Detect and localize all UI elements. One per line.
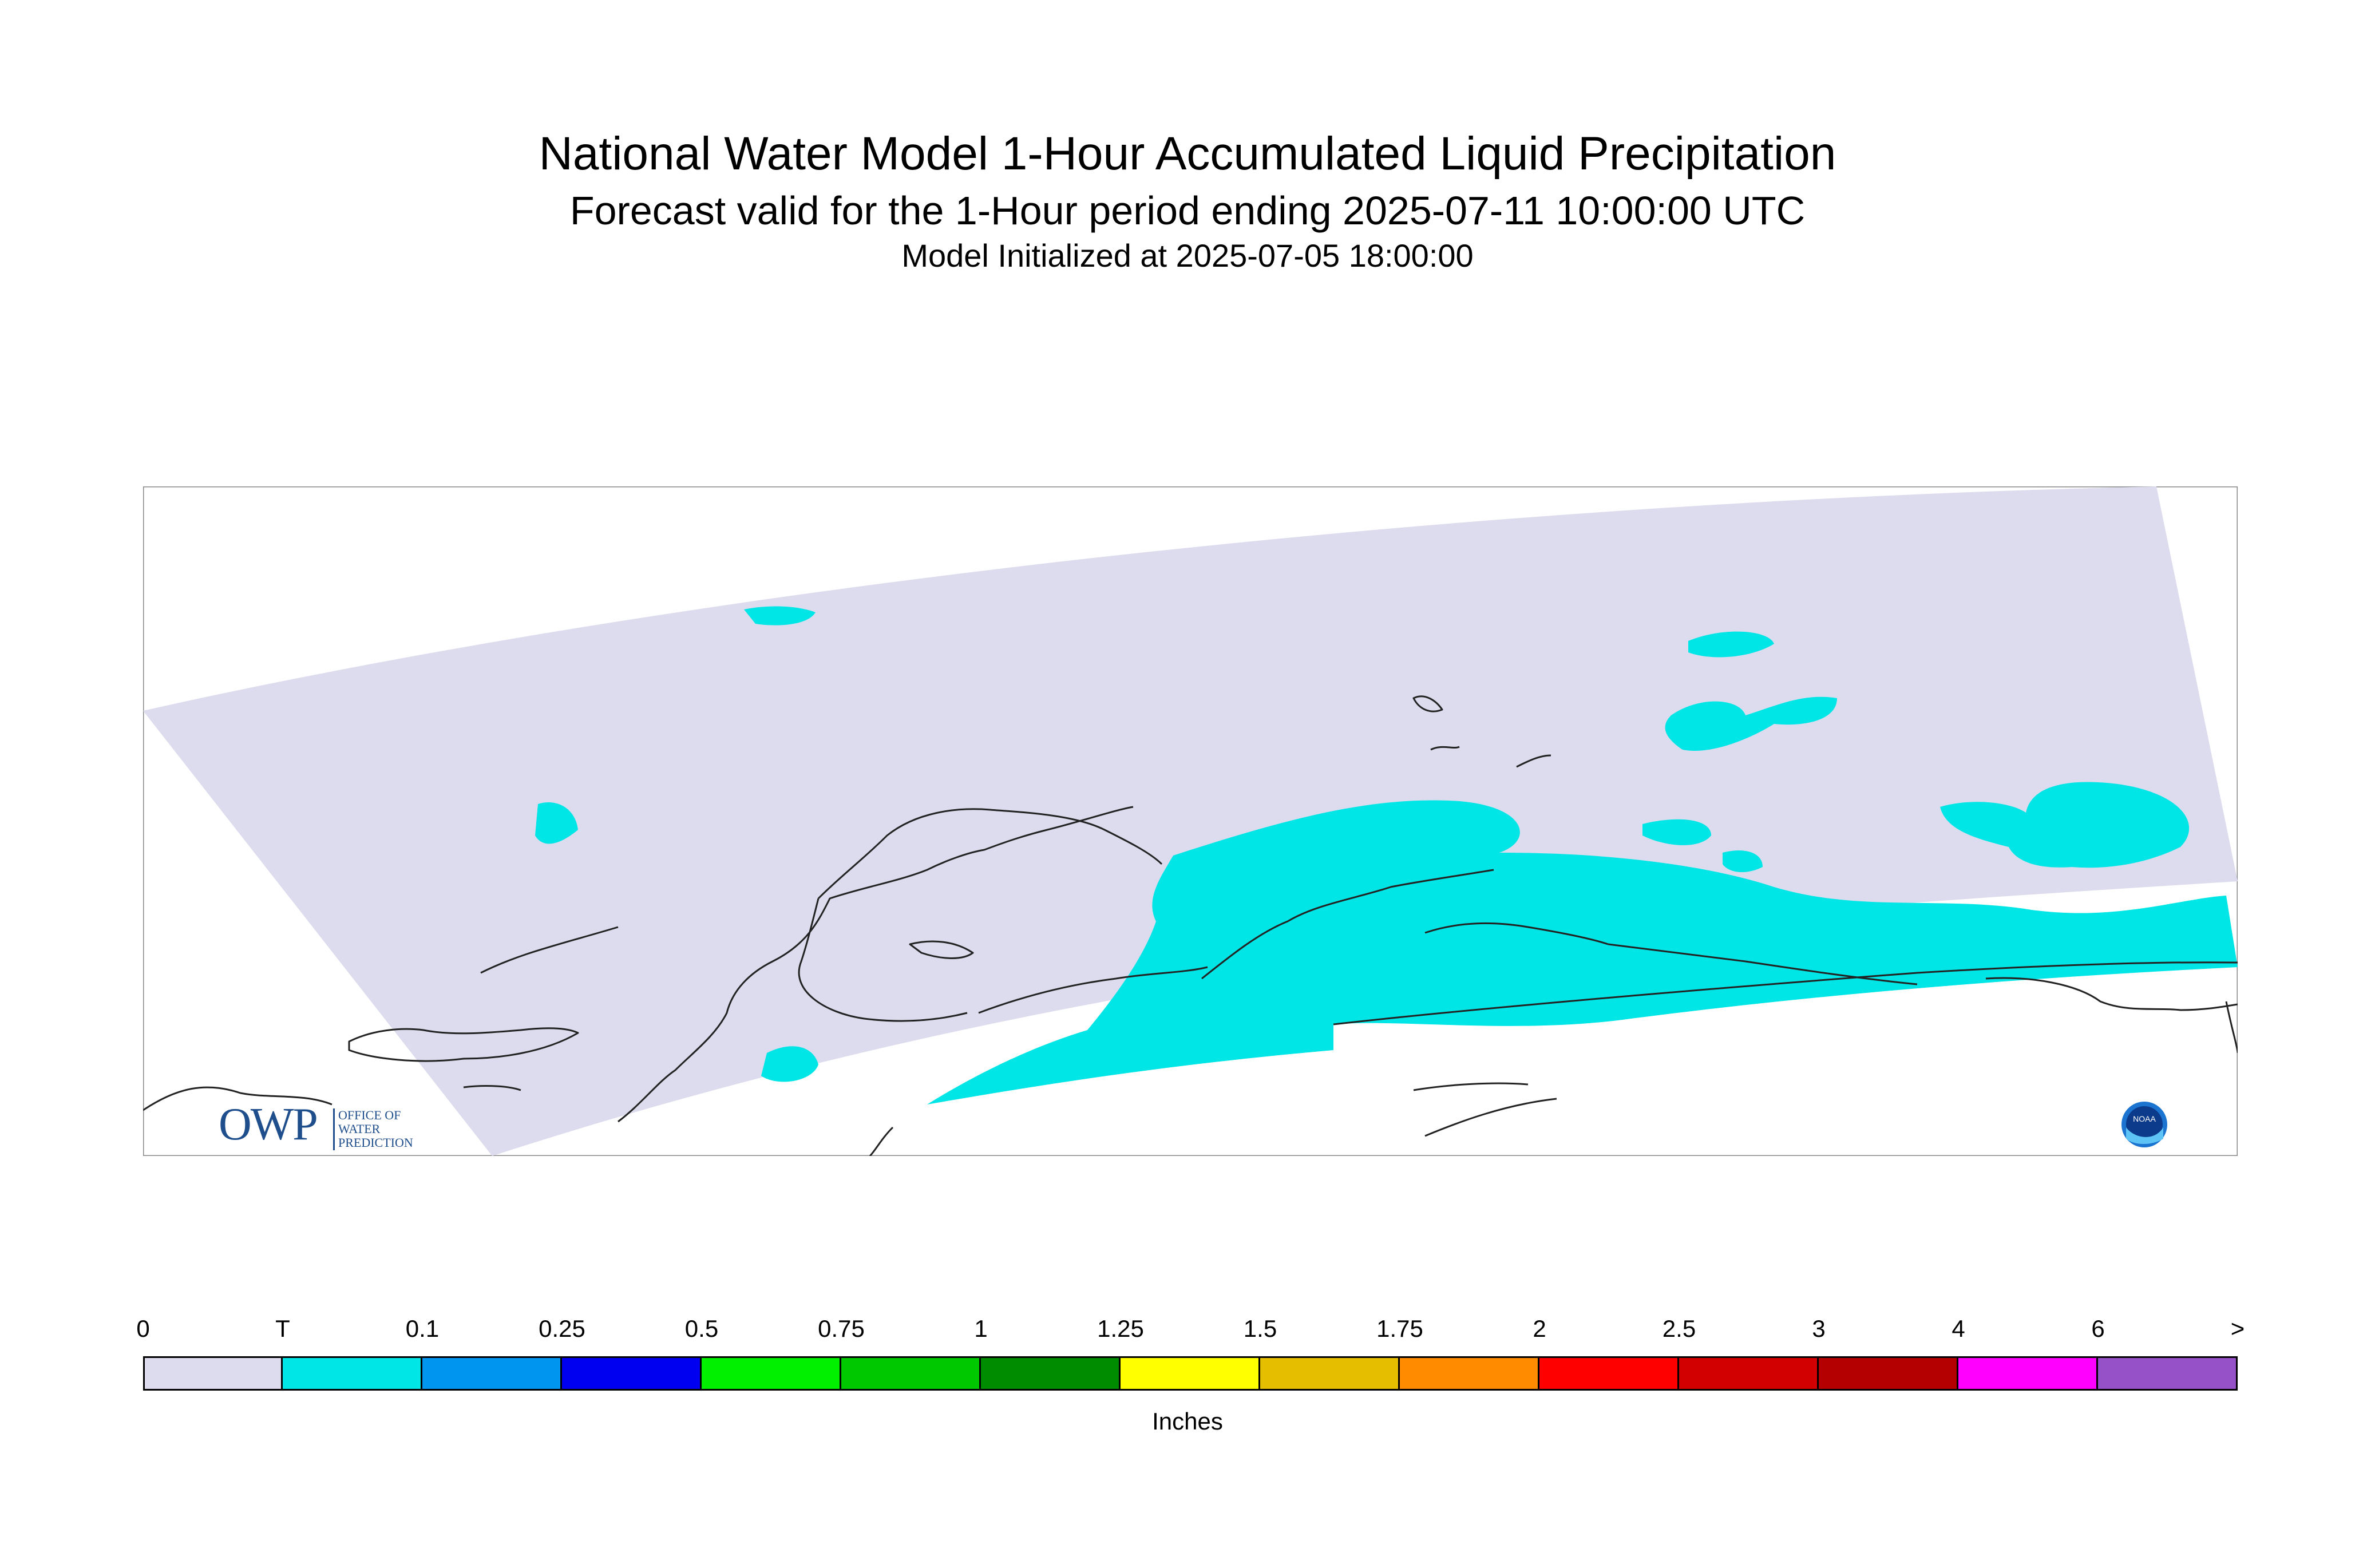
model-init-time: Model Initialized at 2025-07-05 18:00:00 xyxy=(901,237,1474,274)
legend-swatch xyxy=(143,1356,283,1391)
legend-swatch xyxy=(981,1356,1121,1391)
coastlines xyxy=(143,695,2238,1156)
noaa-logo-text: NOAA xyxy=(2133,1114,2156,1123)
legend-tick-label: T xyxy=(275,1315,290,1342)
legend-tick-label: 0.5 xyxy=(684,1315,719,1342)
legend-tick-label: 3 xyxy=(1812,1315,1826,1342)
legend-swatch xyxy=(283,1356,422,1391)
legend-tick-label: 2 xyxy=(1533,1315,1546,1342)
precip-areas xyxy=(535,606,2238,1104)
owp-line-2: WATER xyxy=(338,1122,381,1137)
owp-logo-text: OFFICE OF WATER PREDICTION xyxy=(333,1108,413,1150)
legend-tick-label: 1 xyxy=(974,1315,988,1342)
legend-tick-label: 2.5 xyxy=(1662,1315,1696,1342)
legend-swatch xyxy=(1260,1356,1400,1391)
legend-tick-label: 0.75 xyxy=(818,1315,865,1342)
legend-swatch xyxy=(1121,1356,1260,1391)
map-title: National Water Model 1-Hour Accumulated … xyxy=(539,128,1836,180)
legend-tick-label: > xyxy=(2230,1315,2245,1342)
legend-tick-label: 1.25 xyxy=(1097,1315,1144,1342)
legend-swatch xyxy=(841,1356,981,1391)
legend-swatch xyxy=(1958,1356,2098,1391)
legend-tick-label: 1.75 xyxy=(1376,1315,1423,1342)
legend-tick-label: 0.1 xyxy=(405,1315,440,1342)
noaa-logo: NOAA xyxy=(2121,1102,2167,1147)
legend-tick-label: 6 xyxy=(2091,1315,2105,1342)
owp-line-3: PREDICTION xyxy=(338,1135,413,1150)
legend-swatch xyxy=(1819,1356,1958,1391)
precipitation-map: NOAA xyxy=(143,486,2238,1156)
map-subtitle: Forecast valid for the 1-Hour period end… xyxy=(569,188,1806,233)
legend-swatch xyxy=(1400,1356,1539,1391)
legend-swatch xyxy=(1539,1356,1679,1391)
owp-line-1: OFFICE OF xyxy=(338,1108,401,1122)
legend-tick-label: 0 xyxy=(136,1315,150,1342)
legend-swatch xyxy=(1679,1356,1819,1391)
legend-swatch xyxy=(562,1356,702,1391)
legend-tick-label: 0.25 xyxy=(539,1315,585,1342)
legend-units-label: Inches xyxy=(1152,1408,1223,1435)
legend-swatch xyxy=(2098,1356,2238,1391)
legend-tick-label: 4 xyxy=(1952,1315,1965,1342)
legend-tick-label: 1.5 xyxy=(1243,1315,1277,1342)
legend-swatch xyxy=(422,1356,562,1391)
legend-swatch xyxy=(702,1356,841,1391)
owp-logo-mark: OWP xyxy=(219,1099,318,1150)
